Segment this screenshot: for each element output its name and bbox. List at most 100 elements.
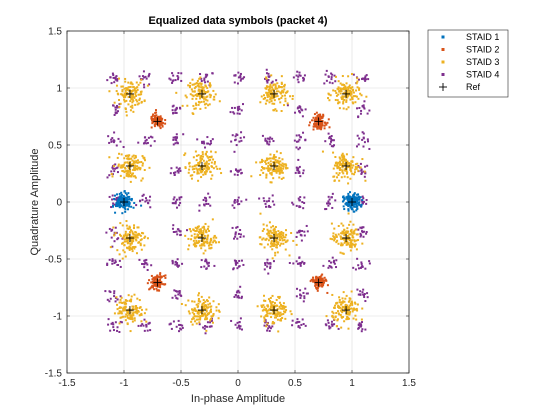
data-point xyxy=(361,242,364,245)
data-point xyxy=(327,266,330,269)
data-point xyxy=(266,232,269,235)
data-point xyxy=(124,95,127,98)
data-point xyxy=(126,323,129,326)
data-point xyxy=(148,83,151,86)
data-point xyxy=(131,230,134,233)
data-point xyxy=(276,251,279,254)
data-point xyxy=(280,110,283,113)
data-point xyxy=(106,176,109,179)
data-point xyxy=(358,198,361,201)
data-point xyxy=(300,234,303,237)
data-point xyxy=(283,88,286,91)
data-point xyxy=(275,109,278,112)
data-point xyxy=(168,77,171,80)
data-point xyxy=(193,87,196,90)
data-point xyxy=(141,198,144,201)
data-point xyxy=(200,171,203,174)
data-point xyxy=(361,200,364,203)
data-point xyxy=(273,227,276,230)
data-point xyxy=(325,69,328,72)
data-point xyxy=(342,92,345,95)
data-point xyxy=(119,265,122,268)
data-point xyxy=(121,170,124,173)
data-point xyxy=(142,232,145,235)
data-point xyxy=(342,87,345,90)
data-point xyxy=(330,196,333,199)
data-point xyxy=(345,294,348,297)
data-point xyxy=(327,204,330,207)
data-point xyxy=(302,207,305,210)
data-point xyxy=(278,169,281,172)
data-point xyxy=(122,206,125,209)
data-point xyxy=(334,75,337,78)
data-point xyxy=(303,196,306,199)
data-point xyxy=(342,102,345,105)
data-point xyxy=(299,296,302,299)
data-point xyxy=(338,301,341,304)
data-point xyxy=(335,266,338,269)
data-point xyxy=(112,326,115,329)
data-point xyxy=(235,144,238,147)
data-point xyxy=(236,296,239,299)
data-point xyxy=(115,106,118,109)
data-point xyxy=(277,162,280,165)
data-point xyxy=(266,158,269,161)
data-point xyxy=(135,89,138,92)
data-point xyxy=(355,203,358,206)
data-point xyxy=(353,240,356,243)
legend-label: STAID 2 xyxy=(466,45,499,55)
data-point xyxy=(278,238,281,241)
data-point xyxy=(299,111,302,114)
data-point xyxy=(120,316,123,319)
data-point xyxy=(271,294,274,297)
data-point xyxy=(355,318,358,321)
data-point xyxy=(331,73,334,76)
data-point xyxy=(264,314,267,317)
data-point xyxy=(206,91,209,94)
data-point xyxy=(341,75,344,78)
data-point xyxy=(215,306,218,309)
data-point xyxy=(268,299,271,302)
data-point xyxy=(120,198,123,201)
data-point xyxy=(355,167,358,170)
data-point xyxy=(327,118,330,121)
data-point xyxy=(136,234,139,237)
reference-point xyxy=(125,161,134,170)
data-point xyxy=(341,152,344,155)
data-point xyxy=(130,205,133,208)
data-point xyxy=(241,77,244,80)
data-point xyxy=(200,247,203,250)
data-point xyxy=(131,106,134,109)
data-point xyxy=(342,195,345,198)
data-point xyxy=(184,234,187,237)
data-point xyxy=(269,181,272,184)
data-point xyxy=(124,154,127,157)
data-point xyxy=(129,100,132,103)
data-point xyxy=(342,160,345,163)
data-point xyxy=(116,326,119,329)
data-point xyxy=(127,208,130,211)
data-point xyxy=(197,294,200,297)
data-point xyxy=(119,174,122,177)
data-point xyxy=(202,140,205,143)
data-point xyxy=(272,177,275,180)
data-point xyxy=(203,265,206,268)
data-point xyxy=(179,201,182,204)
data-point xyxy=(119,320,122,323)
data-point xyxy=(335,311,338,314)
data-point xyxy=(109,297,112,300)
data-point xyxy=(123,251,126,254)
data-point xyxy=(232,111,235,114)
data-point xyxy=(332,232,335,235)
data-point xyxy=(143,266,146,269)
data-point xyxy=(160,123,163,126)
data-point xyxy=(340,96,343,99)
data-point xyxy=(127,317,130,320)
data-point xyxy=(299,262,302,265)
data-point xyxy=(124,192,127,195)
data-point xyxy=(187,248,190,251)
data-point xyxy=(264,102,267,105)
data-point xyxy=(286,90,289,93)
data-point xyxy=(338,296,341,299)
data-point xyxy=(186,104,189,107)
